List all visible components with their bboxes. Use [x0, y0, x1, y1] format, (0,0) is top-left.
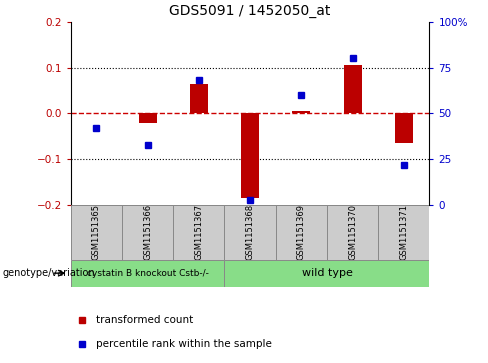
Text: GSM1151366: GSM1151366 [143, 204, 152, 260]
Bar [71, 260, 224, 287]
Bar [224, 260, 429, 287]
Text: percentile rank within the sample: percentile rank within the sample [96, 339, 272, 349]
Bar [71, 205, 122, 260]
Bar [190, 83, 208, 113]
Bar [139, 113, 157, 123]
Text: cystatin B knockout Cstb-/-: cystatin B knockout Cstb-/- [87, 269, 208, 278]
Text: GSM1151369: GSM1151369 [297, 204, 306, 260]
Text: GSM1151365: GSM1151365 [92, 204, 101, 260]
Bar [224, 205, 276, 260]
Text: transformed count: transformed count [96, 315, 193, 325]
Bar [378, 205, 429, 260]
Text: genotype/variation: genotype/variation [2, 268, 95, 278]
Text: GSM1151370: GSM1151370 [348, 204, 357, 260]
Bar [395, 113, 413, 143]
Bar [122, 205, 173, 260]
Text: GSM1151367: GSM1151367 [194, 204, 203, 260]
Bar [327, 205, 378, 260]
Bar [276, 205, 327, 260]
Title: GDS5091 / 1452050_at: GDS5091 / 1452050_at [169, 4, 331, 18]
Bar [241, 113, 259, 198]
Text: wild type: wild type [302, 268, 352, 278]
Text: GSM1151368: GSM1151368 [245, 204, 255, 260]
Bar [344, 65, 362, 113]
Bar [173, 205, 224, 260]
Text: GSM1151371: GSM1151371 [399, 204, 408, 260]
Bar [292, 111, 310, 113]
